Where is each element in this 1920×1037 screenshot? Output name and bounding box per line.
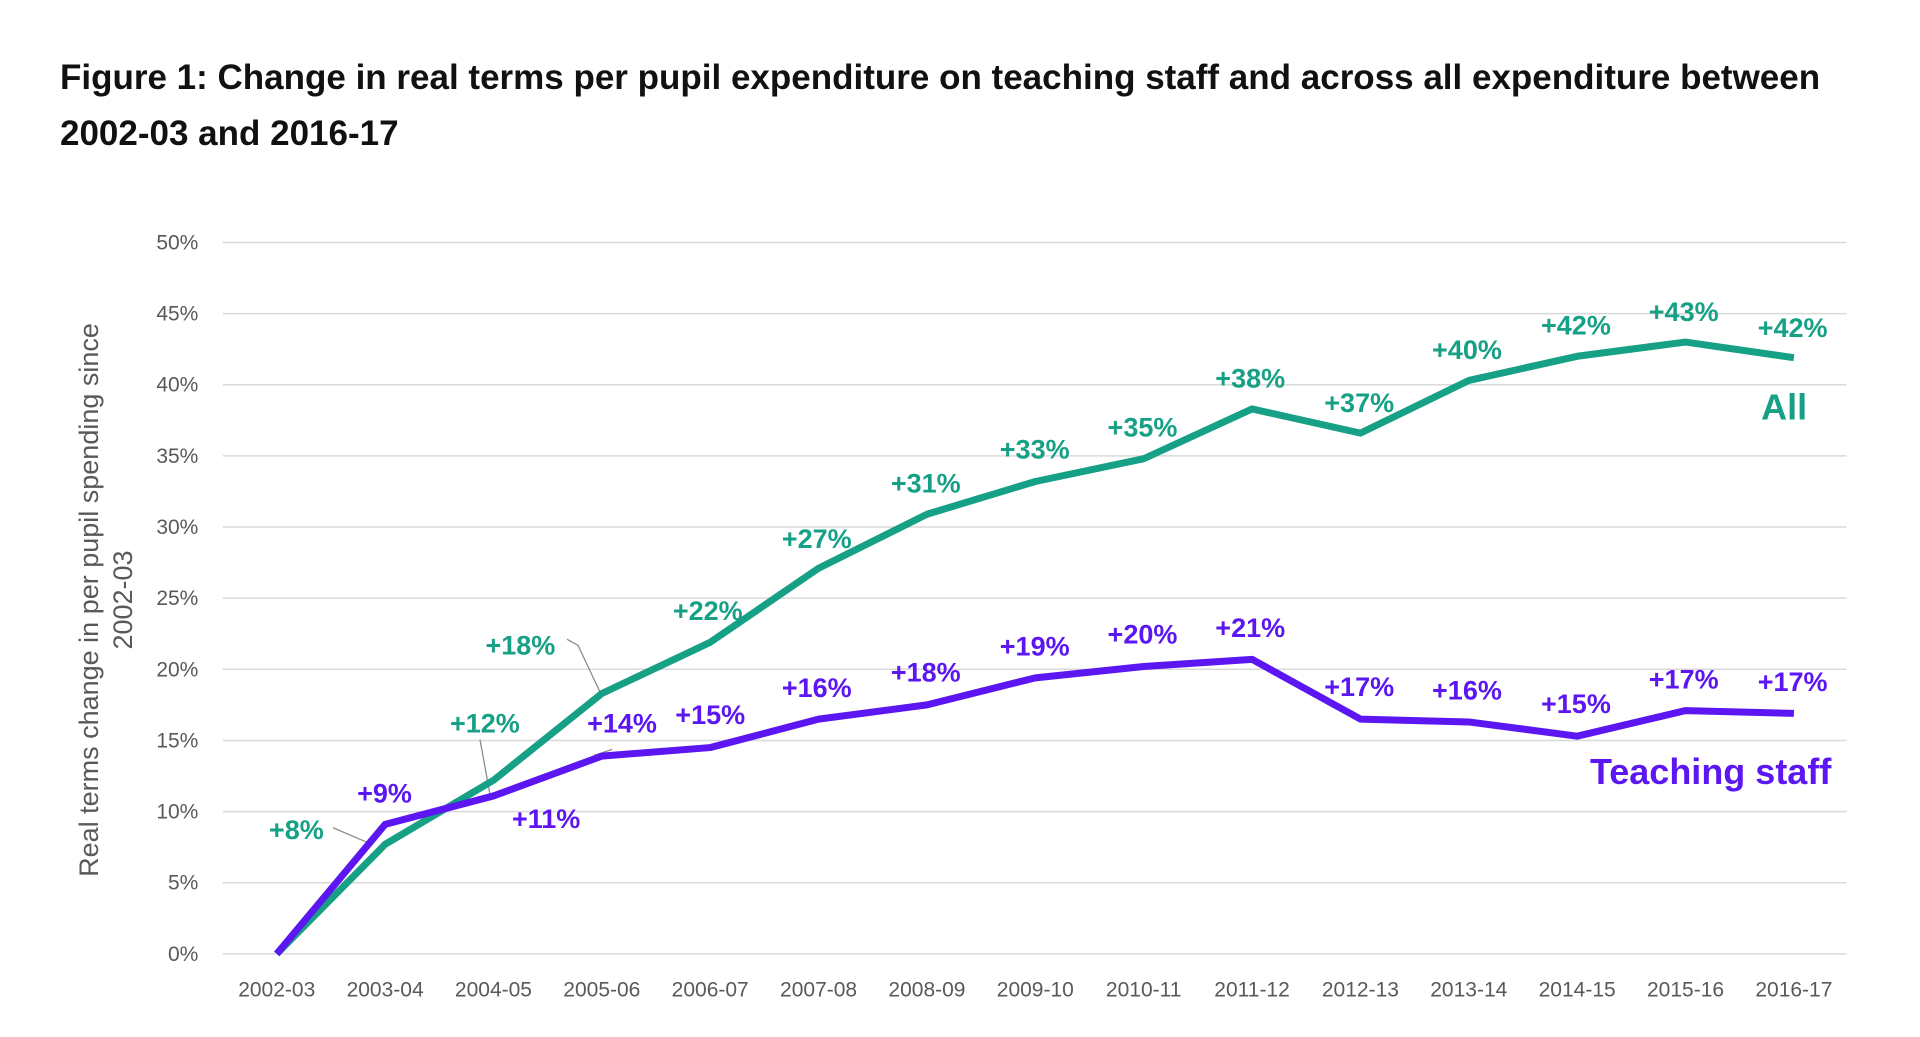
y-tick-label: 50% xyxy=(156,231,198,254)
data-label: +17% xyxy=(1324,672,1394,702)
data-label: +16% xyxy=(782,673,852,703)
y-tick-label: 30% xyxy=(156,516,198,539)
y-tick-label: 40% xyxy=(156,374,198,397)
data-label: +42% xyxy=(1541,311,1611,341)
x-tick-label: 2006-07 xyxy=(672,979,749,1002)
x-tick-label: 2003-04 xyxy=(347,979,424,1002)
y-tick-labels: 0% 5% 10% 15% 20% 25% 30% 35% 40% 45% 50% xyxy=(156,231,198,965)
y-tick-label: 20% xyxy=(156,658,198,681)
chart-title: Figure 1: Change in real terms per pupil… xyxy=(60,58,1821,153)
data-labels: +8% +12% +18% +22% +27% +31% +33% +35% +38% +37% +… xyxy=(269,297,1832,845)
data-label: +14% xyxy=(587,709,657,739)
data-label: +18% xyxy=(891,657,961,687)
data-label: +27% xyxy=(782,524,852,554)
leader-line xyxy=(332,827,368,844)
data-label: +43% xyxy=(1649,297,1719,327)
data-label: +12% xyxy=(450,709,520,739)
y-tick-label: 45% xyxy=(156,303,198,326)
x-tick-label: 2011-12 xyxy=(1214,979,1290,1002)
x-tick-label: 2015-16 xyxy=(1647,979,1724,1002)
data-label: +31% xyxy=(891,469,961,499)
data-label: +42% xyxy=(1758,313,1828,343)
data-label: +33% xyxy=(1000,434,1070,464)
data-label: +15% xyxy=(1541,689,1611,719)
data-label: +35% xyxy=(1108,412,1178,442)
y-tick-label: 10% xyxy=(156,801,198,824)
data-label: +22% xyxy=(673,596,743,626)
y-tick-label: 35% xyxy=(156,445,198,468)
series-line-all xyxy=(274,338,1795,957)
y-tick-label: 15% xyxy=(156,729,198,752)
data-label: +8% xyxy=(269,815,324,845)
x-tick-label: 2013-14 xyxy=(1430,979,1507,1002)
series-name-teaching-staff: Teaching staff xyxy=(1590,751,1832,792)
y-tick-label: 0% xyxy=(168,943,198,966)
gridlines xyxy=(222,241,1847,955)
data-label: +9% xyxy=(357,778,412,808)
x-tick-label: 2014-15 xyxy=(1539,979,1616,1002)
data-label: +20% xyxy=(1108,619,1178,649)
x-tick-label: 2009-10 xyxy=(997,979,1074,1002)
data-label: +37% xyxy=(1324,388,1394,418)
data-label: +38% xyxy=(1215,363,1285,393)
data-label: +11% xyxy=(512,804,580,834)
x-tick-label: 2007-08 xyxy=(780,979,857,1002)
data-label: +17% xyxy=(1649,665,1719,695)
data-label: +21% xyxy=(1215,613,1285,643)
x-tick-label: 2012-13 xyxy=(1322,979,1399,1002)
x-tick-labels: 2002-03 2003-04 2004-05 2005-06 2006-07 2007-… xyxy=(238,979,1832,1002)
data-label: +18% xyxy=(486,630,556,660)
data-label: +19% xyxy=(1000,632,1070,662)
series-name-all: All xyxy=(1761,386,1807,427)
data-label: +40% xyxy=(1432,335,1502,365)
y-tick-label: 25% xyxy=(156,587,198,610)
x-tick-label: 2008-09 xyxy=(888,979,965,1002)
leader-line xyxy=(566,638,601,693)
series-line-teaching-staff xyxy=(274,655,1794,957)
data-label: +17% xyxy=(1758,667,1828,697)
x-tick-label: 2002-03 xyxy=(238,979,315,1002)
y-tick-label: 5% xyxy=(168,872,198,895)
data-label: +15% xyxy=(675,700,745,730)
x-tick-label: 2010-11 xyxy=(1106,979,1182,1002)
x-tick-label: 2016-17 xyxy=(1755,979,1832,1002)
x-tick-label: 2005-06 xyxy=(563,979,640,1002)
y-axis-label: Real terms change in per pupil spending … xyxy=(74,323,138,877)
data-label: +16% xyxy=(1432,676,1502,706)
x-tick-label: 2004-05 xyxy=(455,979,532,1002)
series-lines xyxy=(274,338,1795,957)
